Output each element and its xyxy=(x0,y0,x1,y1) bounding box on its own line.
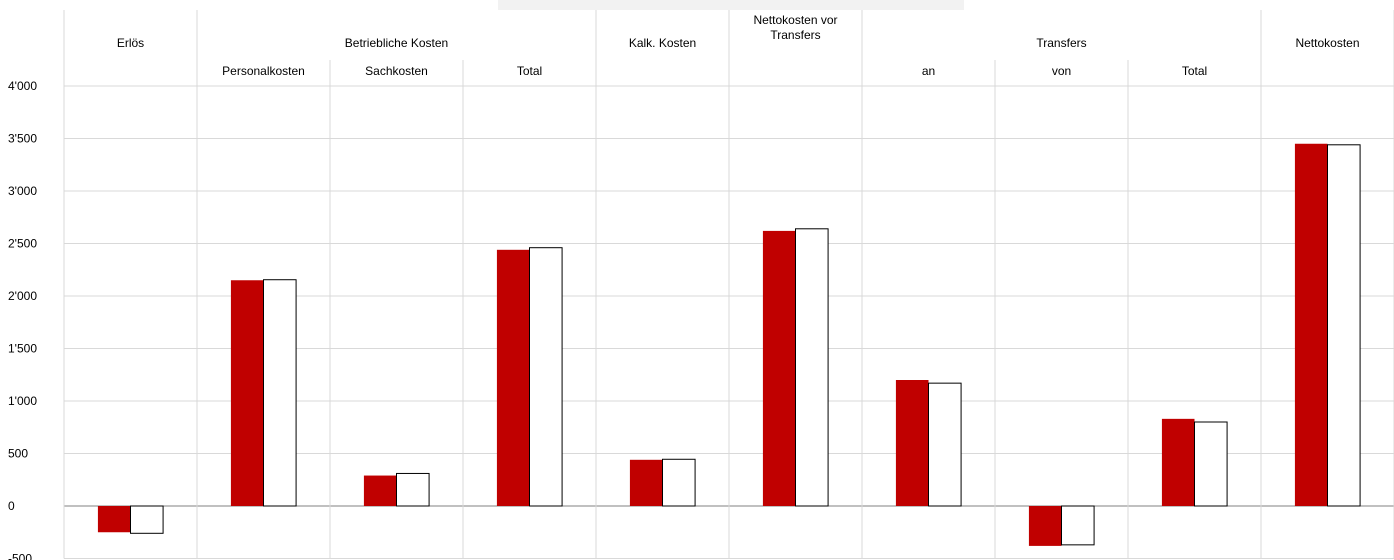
y-tick-label: 4'000 xyxy=(8,79,37,93)
header-label: Betriebliche Kosten xyxy=(345,36,448,50)
subheader-label: Total xyxy=(517,64,542,78)
bar-series-2 xyxy=(928,382,962,507)
header-label-line: Kalk. Kosten xyxy=(629,36,696,50)
y-tick-label: 2'500 xyxy=(8,237,37,251)
header-label-line: Nettokosten vor xyxy=(753,13,837,27)
header-label: Nettokosten vor Transfers xyxy=(753,13,837,42)
bars xyxy=(97,143,1361,546)
y-tick-label: 2'000 xyxy=(8,289,37,303)
bar-series-1 xyxy=(762,230,796,506)
bar-series-1 xyxy=(1161,418,1195,506)
subheader-label: Sachkosten xyxy=(365,64,428,78)
y-tick-label: -500 xyxy=(8,552,32,560)
y-tick-labels: -500 0 500 1'000 1'500 2'000 2'500 3'000 3'500 4'… xyxy=(8,79,37,560)
bar-series-2 xyxy=(263,279,297,507)
bar-series-2 xyxy=(1327,144,1361,507)
subheader-label: Total xyxy=(1182,64,1207,78)
header-label: Erlös xyxy=(117,36,144,50)
header-labels: Erlös Betriebliche Kosten Kalk. Kosten Nett… xyxy=(117,13,1360,50)
bar-series-1 xyxy=(230,280,264,506)
bar-series-2 xyxy=(1061,505,1095,546)
bar-series-2 xyxy=(130,505,164,534)
subheader-labels: Personalkosten Sachkosten Total an von Total xyxy=(222,64,1207,78)
header-label-line: Erlös xyxy=(117,36,144,50)
chart-top-box xyxy=(498,0,964,10)
header-label-line: Transfers xyxy=(1036,36,1086,50)
subheader-label: von xyxy=(1052,64,1071,78)
header-label: Transfers xyxy=(1036,36,1086,50)
header-label: Kalk. Kosten xyxy=(629,36,696,50)
bar-series-2 xyxy=(396,472,430,507)
y-tick-label: 500 xyxy=(8,447,28,461)
header-label: Nettokosten xyxy=(1295,36,1359,50)
bar-series-2 xyxy=(795,228,829,507)
header-label-line: Nettokosten xyxy=(1295,36,1359,50)
y-tick-label: 1'000 xyxy=(8,394,37,408)
bar-series-1 xyxy=(1028,506,1062,546)
bar-series-1 xyxy=(496,249,530,507)
y-tick-label: 3'500 xyxy=(8,132,37,146)
bar-series-1 xyxy=(895,380,929,506)
bar-series-1 xyxy=(363,475,397,506)
y-tick-label: 0 xyxy=(8,499,15,513)
subheader-label: Personalkosten xyxy=(222,64,305,78)
bar-series-1 xyxy=(1294,143,1328,506)
y-tick-label: 1'500 xyxy=(8,342,37,356)
bar-series-1 xyxy=(629,459,663,506)
y-tick-label: 3'000 xyxy=(8,184,37,198)
bar-series-2 xyxy=(662,458,696,507)
header-label-line: Betriebliche Kosten xyxy=(345,36,448,50)
bar-series-1 xyxy=(97,506,131,533)
bar-series-2 xyxy=(1194,421,1228,507)
header-label-line: Transfers xyxy=(770,28,820,42)
bar-series-2 xyxy=(529,247,563,507)
subheader-label: an xyxy=(922,64,935,78)
column-separators xyxy=(63,10,1394,559)
